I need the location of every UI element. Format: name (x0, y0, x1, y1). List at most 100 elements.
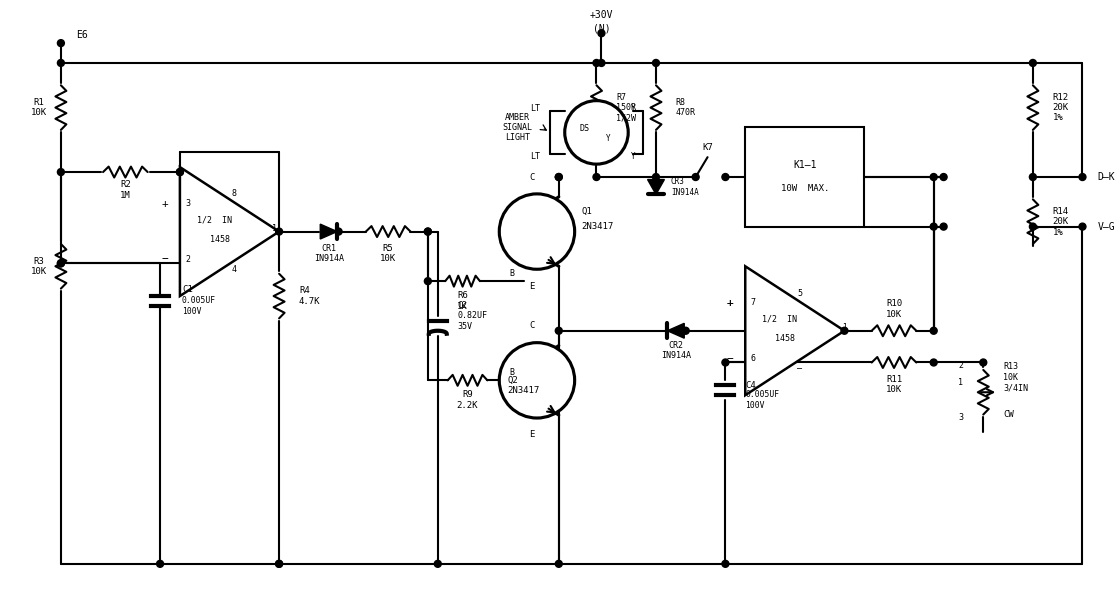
Text: CR2
IN914A: CR2 IN914A (661, 341, 691, 360)
Text: 3: 3 (185, 200, 191, 209)
Circle shape (598, 59, 605, 67)
Text: 10W  MAX.: 10W MAX. (780, 185, 829, 194)
Circle shape (940, 174, 947, 180)
Text: 1: 1 (959, 378, 963, 387)
Circle shape (556, 560, 562, 567)
Polygon shape (180, 167, 279, 296)
Circle shape (1029, 59, 1037, 67)
Text: R2
1M: R2 1M (121, 180, 131, 200)
Text: Q1: Q1 (581, 207, 593, 216)
Circle shape (931, 359, 937, 366)
Circle shape (57, 169, 65, 175)
Text: Y: Y (632, 104, 636, 113)
Text: V–G: V–G (1097, 222, 1115, 231)
Text: D–K: D–K (1097, 172, 1115, 182)
Text: R9
2.2K: R9 2.2K (456, 391, 479, 410)
Text: (N): (N) (593, 23, 610, 33)
Polygon shape (647, 180, 664, 194)
Text: 1458: 1458 (775, 334, 795, 343)
Circle shape (556, 328, 562, 334)
Text: C: C (529, 172, 535, 182)
Text: 1: 1 (271, 224, 277, 233)
Circle shape (1029, 223, 1037, 230)
Text: 1: 1 (843, 323, 847, 332)
Text: K1–1: K1–1 (793, 160, 817, 170)
Text: R1
10K: R1 10K (31, 98, 47, 117)
Circle shape (931, 328, 937, 334)
Circle shape (565, 100, 628, 164)
Text: 1458: 1458 (210, 235, 230, 244)
Text: +: + (162, 199, 169, 209)
Circle shape (499, 343, 575, 418)
Circle shape (57, 260, 65, 267)
Circle shape (276, 560, 282, 567)
Text: LT: LT (530, 151, 540, 160)
Circle shape (653, 174, 660, 180)
Text: –: – (797, 364, 802, 373)
Text: C1: C1 (182, 285, 193, 294)
Circle shape (57, 59, 65, 67)
Circle shape (682, 328, 690, 334)
Text: −: − (162, 254, 169, 264)
Text: R12
20K
1%: R12 20K 1% (1052, 93, 1069, 123)
Text: 4: 4 (232, 265, 237, 274)
Polygon shape (320, 224, 337, 239)
Circle shape (653, 59, 660, 67)
Text: R3
10K: R3 10K (31, 257, 47, 276)
Text: E: E (529, 430, 535, 439)
Text: Y: Y (606, 134, 610, 143)
Text: LT: LT (530, 104, 540, 113)
Circle shape (499, 194, 575, 269)
Text: AMBER
SIGNAL
LIGHT: AMBER SIGNAL LIGHT (502, 112, 532, 142)
Polygon shape (745, 266, 845, 395)
Text: B: B (510, 368, 514, 377)
Text: R8
470R: R8 470R (676, 98, 695, 117)
Text: 0.005UF
100V: 0.005UF 100V (745, 391, 779, 410)
Text: CR3
IN914A: CR3 IN914A (671, 177, 699, 197)
Circle shape (593, 59, 600, 67)
Bar (745, 127, 864, 227)
Text: 1/2  IN: 1/2 IN (762, 314, 798, 323)
Circle shape (1079, 174, 1086, 180)
Text: +: + (727, 298, 733, 308)
Text: 6: 6 (751, 354, 756, 363)
Text: 0.005UF
100V: 0.005UF 100V (182, 296, 217, 316)
Circle shape (556, 174, 562, 180)
Circle shape (593, 174, 600, 180)
Text: C2
0.82UF
35V: C2 0.82UF 35V (458, 301, 488, 331)
Text: R13
10K
3/4IN: R13 10K 3/4IN (1003, 362, 1028, 392)
Text: R4
4.7K: R4 4.7K (299, 286, 320, 306)
Circle shape (940, 223, 947, 230)
Text: R5
10K: R5 10K (381, 243, 396, 263)
Circle shape (598, 29, 605, 37)
Circle shape (931, 223, 937, 230)
Text: 3: 3 (959, 412, 963, 421)
Circle shape (276, 228, 282, 235)
Circle shape (980, 359, 987, 366)
Text: 1/2  IN: 1/2 IN (198, 215, 232, 224)
Circle shape (57, 40, 65, 47)
Circle shape (1029, 174, 1037, 180)
Text: −: − (727, 353, 733, 364)
Text: B: B (510, 269, 514, 278)
Text: E6: E6 (76, 30, 87, 40)
Text: E: E (529, 282, 535, 291)
Text: R11
10K: R11 10K (886, 374, 902, 394)
Circle shape (722, 560, 729, 567)
Circle shape (57, 260, 65, 267)
Text: C: C (529, 322, 535, 331)
Circle shape (276, 560, 282, 567)
Text: 7: 7 (751, 299, 756, 308)
Circle shape (722, 359, 729, 366)
Text: K7: K7 (702, 143, 713, 152)
Text: +: + (727, 298, 733, 308)
Text: C4: C4 (745, 381, 756, 390)
Text: DS: DS (579, 124, 589, 133)
Text: R7
150R
1/2W: R7 150R 1/2W (616, 93, 636, 123)
Circle shape (156, 560, 164, 567)
Circle shape (424, 228, 432, 235)
Circle shape (424, 228, 432, 235)
Polygon shape (667, 323, 684, 338)
Circle shape (1079, 223, 1086, 230)
Circle shape (176, 169, 183, 175)
